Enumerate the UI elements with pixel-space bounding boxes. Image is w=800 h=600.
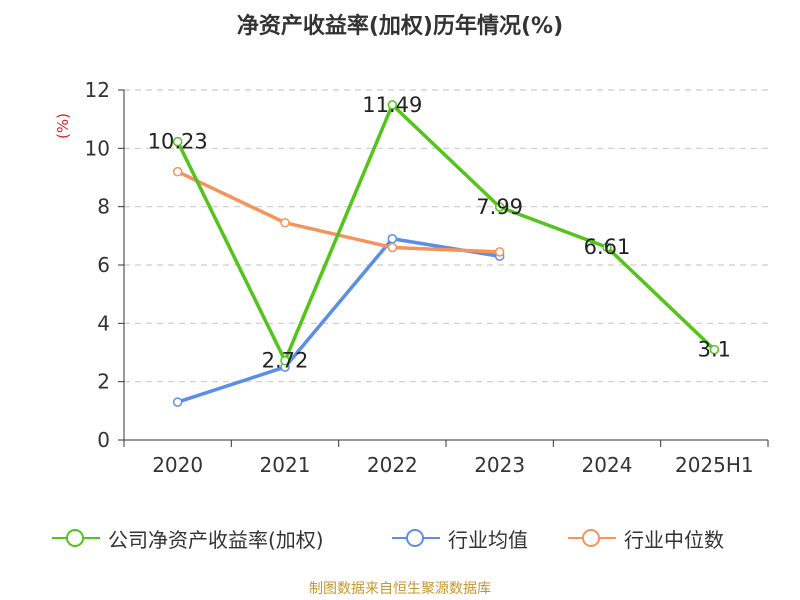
legend-marker-icon [392,528,440,548]
data-point [172,166,183,177]
x-tick-label: 2022 [367,453,418,477]
data-label: 7.99 [476,195,523,219]
data-point [172,397,183,407]
legend-label: 行业均值 [448,527,528,552]
data-point [709,344,720,355]
y-tick-label: 8 [97,195,110,219]
y-tick-label: 12 [85,78,110,102]
x-tick-label: 2020 [152,453,203,477]
chart-legend: 公司净资产收益率(加权) 行业均值 行业中位数 [0,520,800,556]
y-tick-label: 4 [97,311,110,335]
y-tick-label: 6 [97,253,110,277]
legend-marker-icon [52,528,100,548]
legend-item-industry-median[interactable]: 行业中位数 [568,520,724,556]
x-tick-label: 2025H1 [675,453,754,477]
legend-marker-icon [568,528,616,548]
source-note: 制图数据来自恒生聚源数据库 [309,581,491,597]
y-axis-label: (%) [54,113,72,139]
legend-label: 行业中位数 [624,527,724,552]
legend-item-industry-mean[interactable]: 行业均值 [392,520,528,556]
y-tick-label: 10 [85,136,110,160]
data-point [280,355,290,366]
data-label: 3.1 [698,338,731,362]
series-line [177,237,500,404]
y-tick-label: 2 [97,370,110,394]
x-tick-label: 2023 [474,453,525,477]
data-point [494,247,505,257]
data-point [387,234,398,244]
data-point [387,242,398,253]
data-point [387,100,398,110]
data-label: 10.23 [148,130,208,154]
data-label: 2.72 [262,349,309,373]
series-line [176,103,716,363]
legend-label: 公司净资产收益率(加权) [108,527,324,552]
data-point [602,242,612,252]
data-label: 6.61 [584,235,631,259]
x-tick-label: 2024 [582,453,633,477]
data-point [172,136,183,147]
x-tick-label: 2021 [260,453,311,477]
chart-title: 净资产收益率(加权)历年情况(%) [236,14,564,39]
data-point [494,202,505,212]
legend-item-company-roe[interactable]: 公司净资产收益率(加权) [52,520,324,556]
y-tick-label: 0 [97,428,110,452]
data-point [280,217,290,228]
data-label: 11.49 [362,93,422,117]
